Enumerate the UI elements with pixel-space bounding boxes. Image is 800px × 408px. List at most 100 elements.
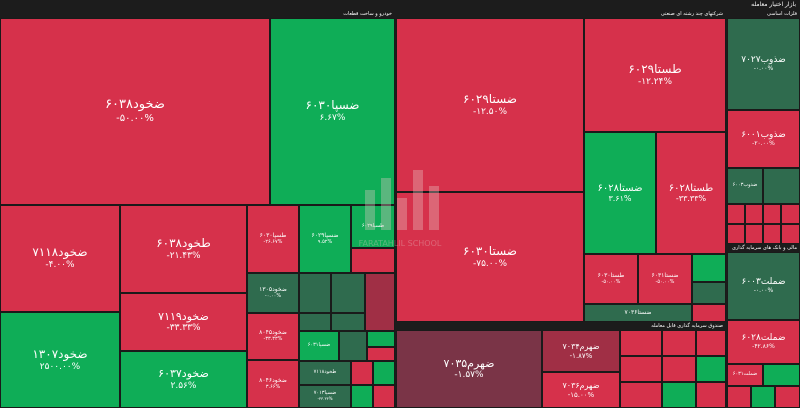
cell-symbol: ضملت۶۰۳۱ — [732, 371, 758, 378]
treemap-cell[interactable] — [339, 331, 367, 361]
cell-symbol: ضخود۸۰۴۵ — [259, 329, 287, 337]
cell-change-percent: ۳.۶۶% — [265, 383, 281, 390]
cell-change-percent: -۱.۸۷% — [569, 351, 593, 360]
treemap-cell[interactable]: طخود۶۰۳۸ -۲۱.۴۳% — [120, 205, 247, 293]
cell-symbol: طسپا۶۰۲۹ — [361, 222, 385, 229]
treemap-cell[interactable] — [763, 204, 781, 224]
treemap-cell[interactable]: طستا۶۰۲۸ -۳۳.۳۳% — [656, 132, 726, 254]
treemap-cell[interactable]: ضسپا۶۰۳۰ ۶.۶۷% — [270, 18, 395, 205]
treemap-cell[interactable] — [299, 273, 331, 313]
treemap-cell[interactable]: طسپا۶۰۳۰ -۲۶.۶۷% — [247, 205, 299, 273]
treemap-cell[interactable]: ضستا۷۰۳۶ — [584, 304, 692, 322]
sector-label: فلزات اساسی — [727, 10, 800, 18]
treemap-cell[interactable] — [373, 385, 395, 408]
treemap-cell[interactable] — [745, 224, 763, 244]
cell-change-percent: -۳۳.۳۳% — [317, 396, 333, 402]
treemap-cell[interactable]: ضستا۶۰۲۸ ۳.۶۱% — [584, 132, 656, 254]
treemap-cell[interactable] — [620, 356, 662, 382]
treemap-cell[interactable]: ضخود۸۰۴۵ -۳۳.۳۳% — [247, 313, 299, 360]
treemap-cell[interactable]: ضسپا۶۰۳۱ — [299, 331, 339, 361]
cell-symbol: ضهرم۷۰۳۴ — [562, 342, 600, 352]
treemap-cell[interactable]: ضخود۸۰۴۶ ۳.۶۶% — [247, 360, 299, 408]
cell-symbol: طسپا۶۰۳۰ — [259, 231, 287, 239]
treemap-cell[interactable] — [781, 224, 800, 244]
treemap-cell[interactable]: ضخود۱۳۰۵ -۰.۰۰% — [247, 273, 299, 313]
cell-symbol: ضخود۷۱۱۹ — [158, 309, 209, 323]
treemap-cell[interactable] — [781, 204, 800, 224]
cell-symbol: ضسپا۶۰۲۹ — [311, 231, 339, 239]
treemap-cell[interactable] — [662, 382, 696, 408]
treemap-cell[interactable] — [620, 330, 662, 356]
treemap-cell[interactable] — [367, 331, 395, 347]
cell-symbol: ضستا۶۰۳۱ — [651, 271, 679, 279]
treemap-cell[interactable]: ضخود۷۱۱۹ -۳۳.۳۳% — [120, 293, 247, 351]
treemap-cell[interactable]: ضسپا۶۰۲۹ ۹.۵۲% — [299, 205, 351, 273]
treemap-cell[interactable]: ضخود۶۰۳۷ ۲.۵۶% — [120, 351, 247, 408]
cell-symbol: طستا۶۰۲۹ — [628, 61, 682, 76]
treemap-cell[interactable] — [351, 248, 395, 273]
treemap-cell[interactable] — [763, 364, 800, 386]
treemap-cell[interactable]: ضسپا۷۰۱۳ -۳۳.۳۳% — [299, 385, 351, 408]
cell-change-percent: -۴.۰۰% — [45, 260, 75, 271]
treemap-cell[interactable]: ضملت۶۰۳۱ — [727, 364, 763, 386]
treemap-cell[interactable] — [692, 304, 726, 322]
treemap-cell[interactable] — [373, 361, 395, 385]
cell-change-percent: -۲۶.۶۷% — [263, 238, 283, 245]
treemap-cell[interactable]: ضذوب۶۰۰۳ — [727, 168, 763, 204]
cell-symbol: ضذوب۶۰۰۱ — [741, 130, 786, 141]
treemap-cell[interactable]: ضخود۷۱۱۸ -۴.۰۰% — [0, 205, 120, 312]
treemap-cell[interactable]: ضهرم۷۰۳۶ -۱۵.۰۰% — [542, 372, 620, 408]
treemap-cell[interactable]: طستا۶۰۲۹ -۱۲.۲۴% — [584, 18, 726, 132]
treemap-cell[interactable]: ضخود۶۰۳۸ -۵۰.۰۰% — [0, 18, 270, 205]
treemap-cell[interactable]: ضذوب۶۰۰۱ -۲۰.۰۰% — [727, 110, 800, 168]
treemap-cell[interactable] — [775, 386, 800, 408]
cell-change-percent: -۰.۰۰% — [753, 64, 774, 72]
treemap-cell[interactable]: ضذوب۷۰۲۷ -۰.۰۰% — [727, 18, 800, 110]
sector-label: صندوق سرمایه گذاری قابل معامله — [396, 322, 726, 330]
treemap-cell[interactable]: ضملت۶۰۰۳ -۰.۰۰% — [727, 252, 800, 320]
treemap-cell[interactable] — [696, 356, 726, 382]
treemap-cell[interactable] — [745, 204, 763, 224]
treemap-cell[interactable] — [692, 282, 726, 304]
treemap-cell[interactable] — [727, 224, 745, 244]
treemap-cell[interactable]: ضخود۱۳۰۷ ۲۵۰۰.۰۰% — [0, 312, 120, 408]
treemap-cell[interactable]: ضستا۶۰۲۹ -۱۲.۵۰% — [396, 18, 584, 192]
treemap-cell[interactable]: ضهرم۷۰۳۴ -۱.۸۷% — [542, 330, 620, 372]
treemap-cell[interactable] — [351, 361, 373, 385]
sector-label: شرکتهای چند رشته ای صنعتی — [396, 10, 726, 18]
treemap-cell[interactable] — [696, 382, 726, 408]
cell-change-percent: -۲۰.۰۰% — [752, 139, 775, 147]
treemap-cell[interactable] — [727, 204, 745, 224]
treemap-cell[interactable] — [727, 386, 751, 408]
cell-change-percent: ۳.۶۱% — [608, 194, 632, 204]
treemap-cell[interactable] — [351, 385, 373, 408]
cell-symbol: ضذوب۷۰۲۷ — [741, 55, 786, 66]
treemap-cell[interactable]: ضستا۶۰۳۱ -۵۰.۰۰% — [638, 254, 692, 304]
cell-change-percent: ۲.۵۶% — [170, 380, 197, 391]
treemap-cell[interactable] — [763, 224, 781, 244]
treemap-cell[interactable] — [692, 254, 726, 282]
treemap-cell[interactable]: ضستا۶۰۳۰ -۷۵.۰۰% — [396, 192, 584, 322]
treemap-cell[interactable]: طخود۷۱۱۸ — [299, 361, 351, 385]
cell-symbol: ضسپا۷۰۱۳ — [313, 390, 337, 397]
treemap-cell[interactable]: طسپا۶۰۲۹ — [351, 205, 395, 248]
cell-symbol: ضملت۶۰۰۳ — [741, 277, 786, 288]
treemap-cell[interactable] — [662, 356, 696, 382]
treemap-cell[interactable] — [662, 330, 696, 356]
treemap-cell[interactable] — [763, 168, 800, 204]
treemap-cell[interactable]: طستا۶۰۳۰ -۵۰.۰۰% — [584, 254, 638, 304]
treemap-cell[interactable] — [696, 330, 726, 356]
cell-change-percent: -۴۲.۸۶% — [752, 342, 775, 350]
treemap-cell[interactable]: ضهرم۷۰۳۵ -۱.۵۷% — [396, 330, 542, 408]
treemap-cell[interactable] — [331, 273, 365, 313]
treemap-cell[interactable] — [299, 313, 331, 331]
treemap-cell[interactable] — [331, 313, 365, 331]
cell-change-percent: -۳۳.۳۳% — [263, 336, 283, 343]
treemap-cell[interactable] — [367, 347, 395, 361]
cell-change-percent: ۲۵۰۰.۰۰% — [39, 361, 81, 372]
treemap-cell[interactable] — [751, 386, 775, 408]
cell-symbol: ضخود۶۰۳۷ — [158, 367, 209, 380]
treemap-cell[interactable] — [365, 273, 395, 331]
treemap-cell[interactable] — [620, 382, 662, 408]
treemap-cell[interactable]: ضملت۶۰۲۸ -۴۲.۸۶% — [727, 320, 800, 364]
